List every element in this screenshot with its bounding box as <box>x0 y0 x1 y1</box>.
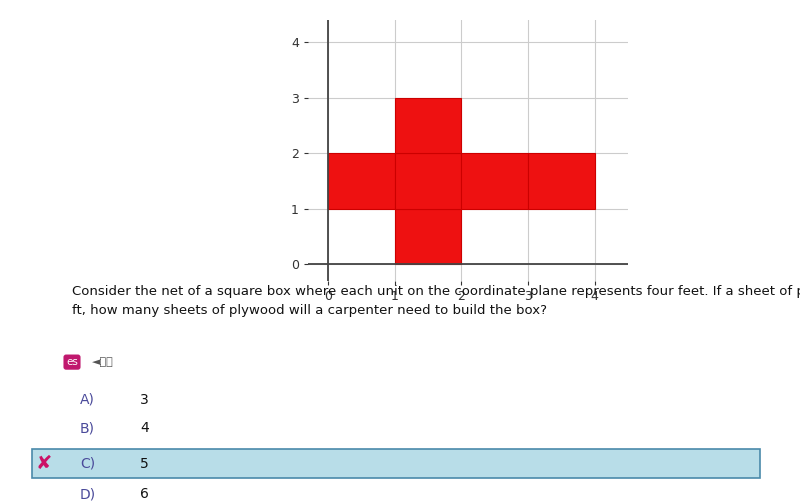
Text: A): A) <box>80 393 95 407</box>
Bar <box>394 98 462 153</box>
Text: D): D) <box>80 487 96 501</box>
Bar <box>528 153 594 208</box>
Bar <box>394 208 462 264</box>
Text: 4: 4 <box>140 421 149 435</box>
Text: 6: 6 <box>140 487 149 501</box>
Text: B): B) <box>80 421 95 435</box>
Text: ◄⦿⦿: ◄⦿⦿ <box>92 357 114 367</box>
Bar <box>462 153 528 208</box>
Text: ✘: ✘ <box>36 454 52 473</box>
Text: es: es <box>66 357 78 367</box>
Text: 3: 3 <box>140 393 149 407</box>
Text: 5: 5 <box>140 456 149 470</box>
Text: C): C) <box>80 456 95 470</box>
Text: Consider the net of a square box where each unit on the coordinate plane represe: Consider the net of a square box where e… <box>72 285 800 317</box>
Bar <box>328 153 394 208</box>
Bar <box>394 153 462 208</box>
FancyBboxPatch shape <box>32 449 760 478</box>
